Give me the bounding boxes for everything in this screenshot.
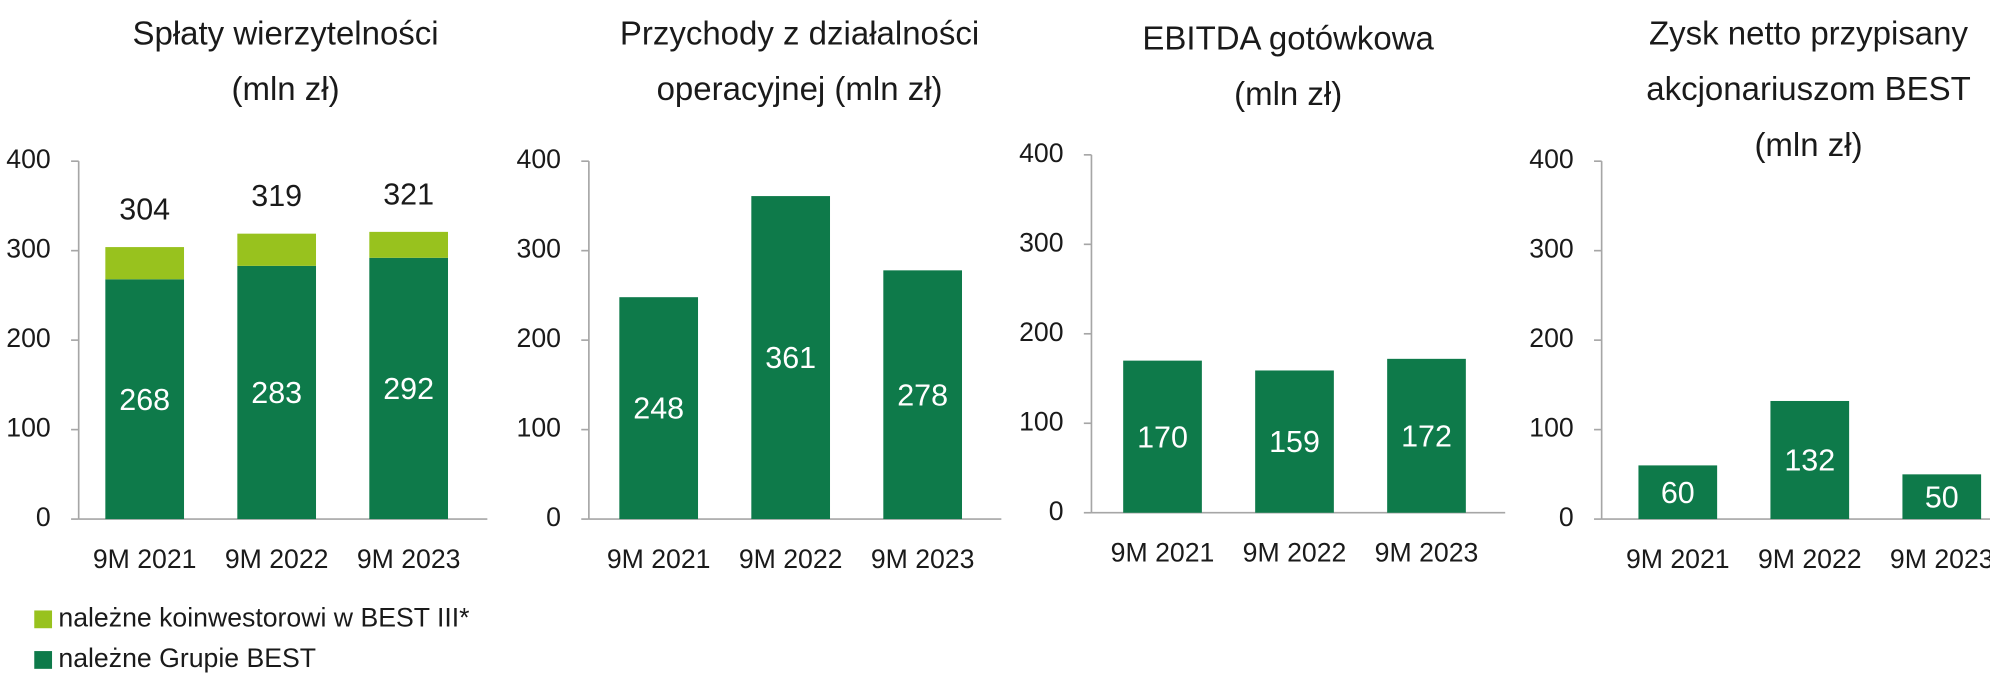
- chart-title: (mln zł): [1754, 126, 1862, 163]
- bar-value-label: 170: [1137, 420, 1188, 454]
- x-tick-label: 9M 2022: [225, 544, 329, 574]
- legend-swatch: [34, 651, 53, 669]
- y-tick-label: 300: [1019, 227, 1063, 257]
- x-tick-label: 9M 2023: [871, 544, 975, 574]
- x-tick-label: 9M 2021: [1626, 544, 1730, 574]
- bar-value-label: 50: [1925, 480, 1959, 514]
- legend-label: należne Grupie BEST: [58, 643, 316, 673]
- y-tick-label: 200: [6, 323, 50, 353]
- chart-title: Przychody z działalności: [620, 14, 979, 51]
- chart: Spłaty wierzytelności (mln zł) 0 100 200 300 4…: [6, 14, 488, 673]
- x-tick-label: 9M 2021: [1111, 538, 1215, 568]
- y-tick-label: 400: [1529, 144, 1573, 174]
- chart-title: Zysk netto przypisany: [1649, 14, 1968, 51]
- y-tick-label: 400: [1019, 138, 1063, 168]
- y-tick-label: 100: [6, 413, 50, 443]
- bar: [883, 270, 963, 520]
- bar-segment: [105, 279, 185, 520]
- total-label: 304: [119, 193, 170, 227]
- bar: [1123, 360, 1202, 513]
- y-tick-label: 0: [1049, 496, 1064, 526]
- x-tick-label: 9M 2021: [607, 544, 711, 574]
- bar-segment: [369, 231, 449, 258]
- bar-value-label: 159: [1269, 425, 1320, 459]
- bar: [1638, 465, 1718, 520]
- x-tick-label: 9M 2023: [357, 544, 461, 574]
- bar-value-label: 278: [897, 378, 948, 412]
- legend-swatch: [34, 610, 53, 629]
- y-tick-label: 300: [6, 234, 50, 264]
- y-tick-label: 0: [546, 502, 561, 532]
- total-label: 321: [383, 177, 434, 211]
- chart-title: (mln zł): [1234, 75, 1342, 112]
- bar: [1255, 370, 1334, 513]
- bar-value-label: 248: [633, 392, 684, 426]
- y-tick-label: 200: [1529, 323, 1573, 353]
- y-tick-label: 200: [1019, 317, 1063, 347]
- chart-title: akcjonariuszom BEST: [1646, 70, 1970, 107]
- y-tick-label: 400: [517, 144, 561, 174]
- bar-value-label: 361: [765, 341, 816, 375]
- chart-title: EBITDA gotówkowa: [1142, 19, 1434, 56]
- bar-segment: [105, 247, 185, 280]
- bar-value-label: 132: [1784, 444, 1835, 478]
- bar: [1902, 474, 1982, 520]
- y-tick-label: 300: [1529, 234, 1573, 264]
- x-tick-label: 9M 2023: [1890, 544, 1990, 574]
- bar-value-label: 60: [1661, 476, 1695, 510]
- y-tick-label: 0: [36, 502, 51, 532]
- chart-title: (mln zł): [232, 70, 340, 107]
- y-tick-label: 100: [517, 413, 561, 443]
- bar-segment: [369, 257, 449, 520]
- y-tick-label: 400: [6, 144, 50, 174]
- chart-title: operacyjnej (mln zł): [657, 70, 943, 107]
- legend-label: należne koinwestorowi w BEST III*: [58, 602, 469, 632]
- x-tick-label: 9M 2022: [1758, 544, 1862, 574]
- chart: EBITDA gotówkowa (mln zł) 0 100 200 300 400 9M …: [1019, 19, 1506, 568]
- chart-title: Spłaty wierzytelności: [132, 14, 438, 51]
- bar: [1387, 358, 1466, 513]
- bar-segment: [237, 265, 317, 520]
- x-tick-label: 9M 2023: [1375, 538, 1479, 568]
- bar-value-label: 292: [383, 372, 434, 406]
- y-tick-label: 0: [1559, 502, 1574, 532]
- chart: Zysk netto przypisany akcjonariuszom BEST…: [1529, 14, 1990, 574]
- bar: [619, 297, 699, 520]
- bar-value-label: 283: [251, 376, 302, 410]
- bar-segment: [237, 233, 317, 266]
- chart: Przychody z działalności operacyjnej (mln…: [517, 14, 1002, 574]
- x-tick-label: 9M 2021: [93, 544, 197, 574]
- y-tick-label: 300: [517, 234, 561, 264]
- bar: [751, 196, 831, 520]
- bar-value-label: 268: [119, 383, 170, 417]
- y-tick-label: 100: [1019, 406, 1063, 436]
- x-tick-label: 9M 2022: [1243, 538, 1347, 568]
- bar-value-label: 172: [1401, 419, 1452, 453]
- y-tick-label: 200: [517, 323, 561, 353]
- total-label: 319: [251, 179, 302, 213]
- x-tick-label: 9M 2022: [739, 544, 843, 574]
- y-tick-label: 100: [1529, 413, 1573, 443]
- bar: [1770, 400, 1850, 520]
